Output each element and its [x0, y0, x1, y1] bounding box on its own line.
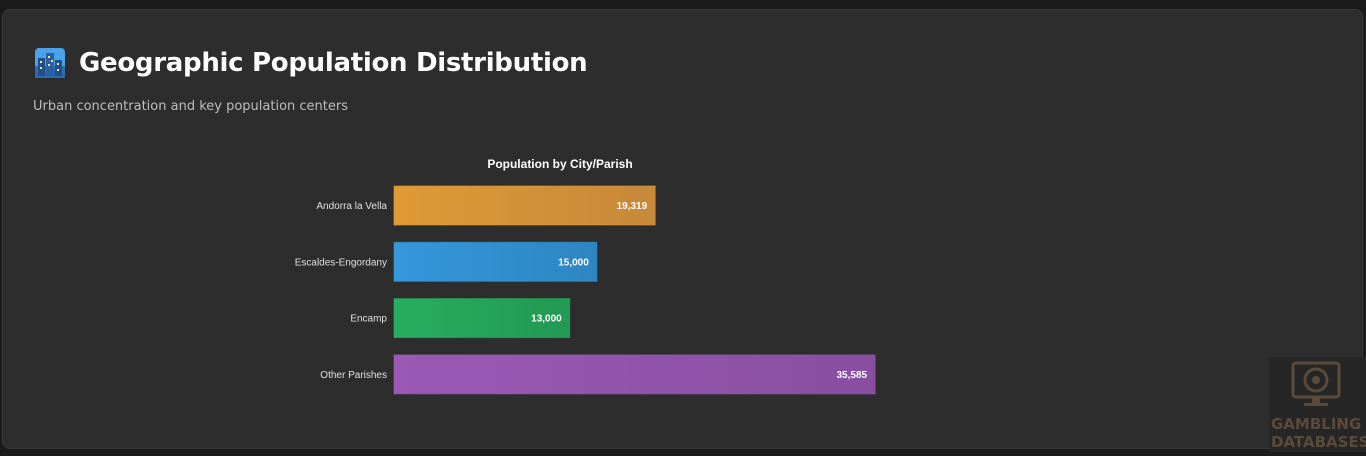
bar-encamp [393, 298, 571, 339]
bar-other-parishes [393, 354, 876, 395]
title-row: Geographic Population Distribution [35, 48, 588, 78]
category-label-encamp: Encamp [350, 314, 387, 325]
page-subtitle: Urban concentration and key population c… [33, 99, 349, 114]
cityscape-icon [35, 48, 65, 78]
category-label-escaldes-engordany: Escaldes-Engordany [295, 257, 387, 268]
monitor-chip-icon: GAMBLING DATABASES [1271, 361, 1366, 451]
bar-andorra-la-vella [393, 185, 656, 226]
bar-escaldes-engordany [393, 241, 598, 282]
page-title: Geographic Population Distribution [79, 48, 588, 78]
chart-title: Population by City/Parish [487, 157, 632, 171]
category-label-other-parishes: Other Parishes [320, 370, 387, 381]
value-label-encamp: 13,000 [531, 314, 562, 325]
value-label-other-parishes: 35,585 [837, 370, 868, 381]
watermark-line1: GAMBLING [1271, 415, 1361, 433]
bars-group: Andorra la Vella 19,319 Escaldes-Engordany… [295, 185, 876, 395]
value-label-andorra-la-vella: 19,319 [617, 201, 648, 212]
watermark-line2: DATABASES [1271, 433, 1366, 451]
value-label-escaldes-engordany: 15,000 [558, 257, 589, 268]
category-label-andorra-la-vella: Andorra la Vella [316, 201, 387, 212]
watermark: GAMBLING DATABASES [1269, 357, 1366, 452]
